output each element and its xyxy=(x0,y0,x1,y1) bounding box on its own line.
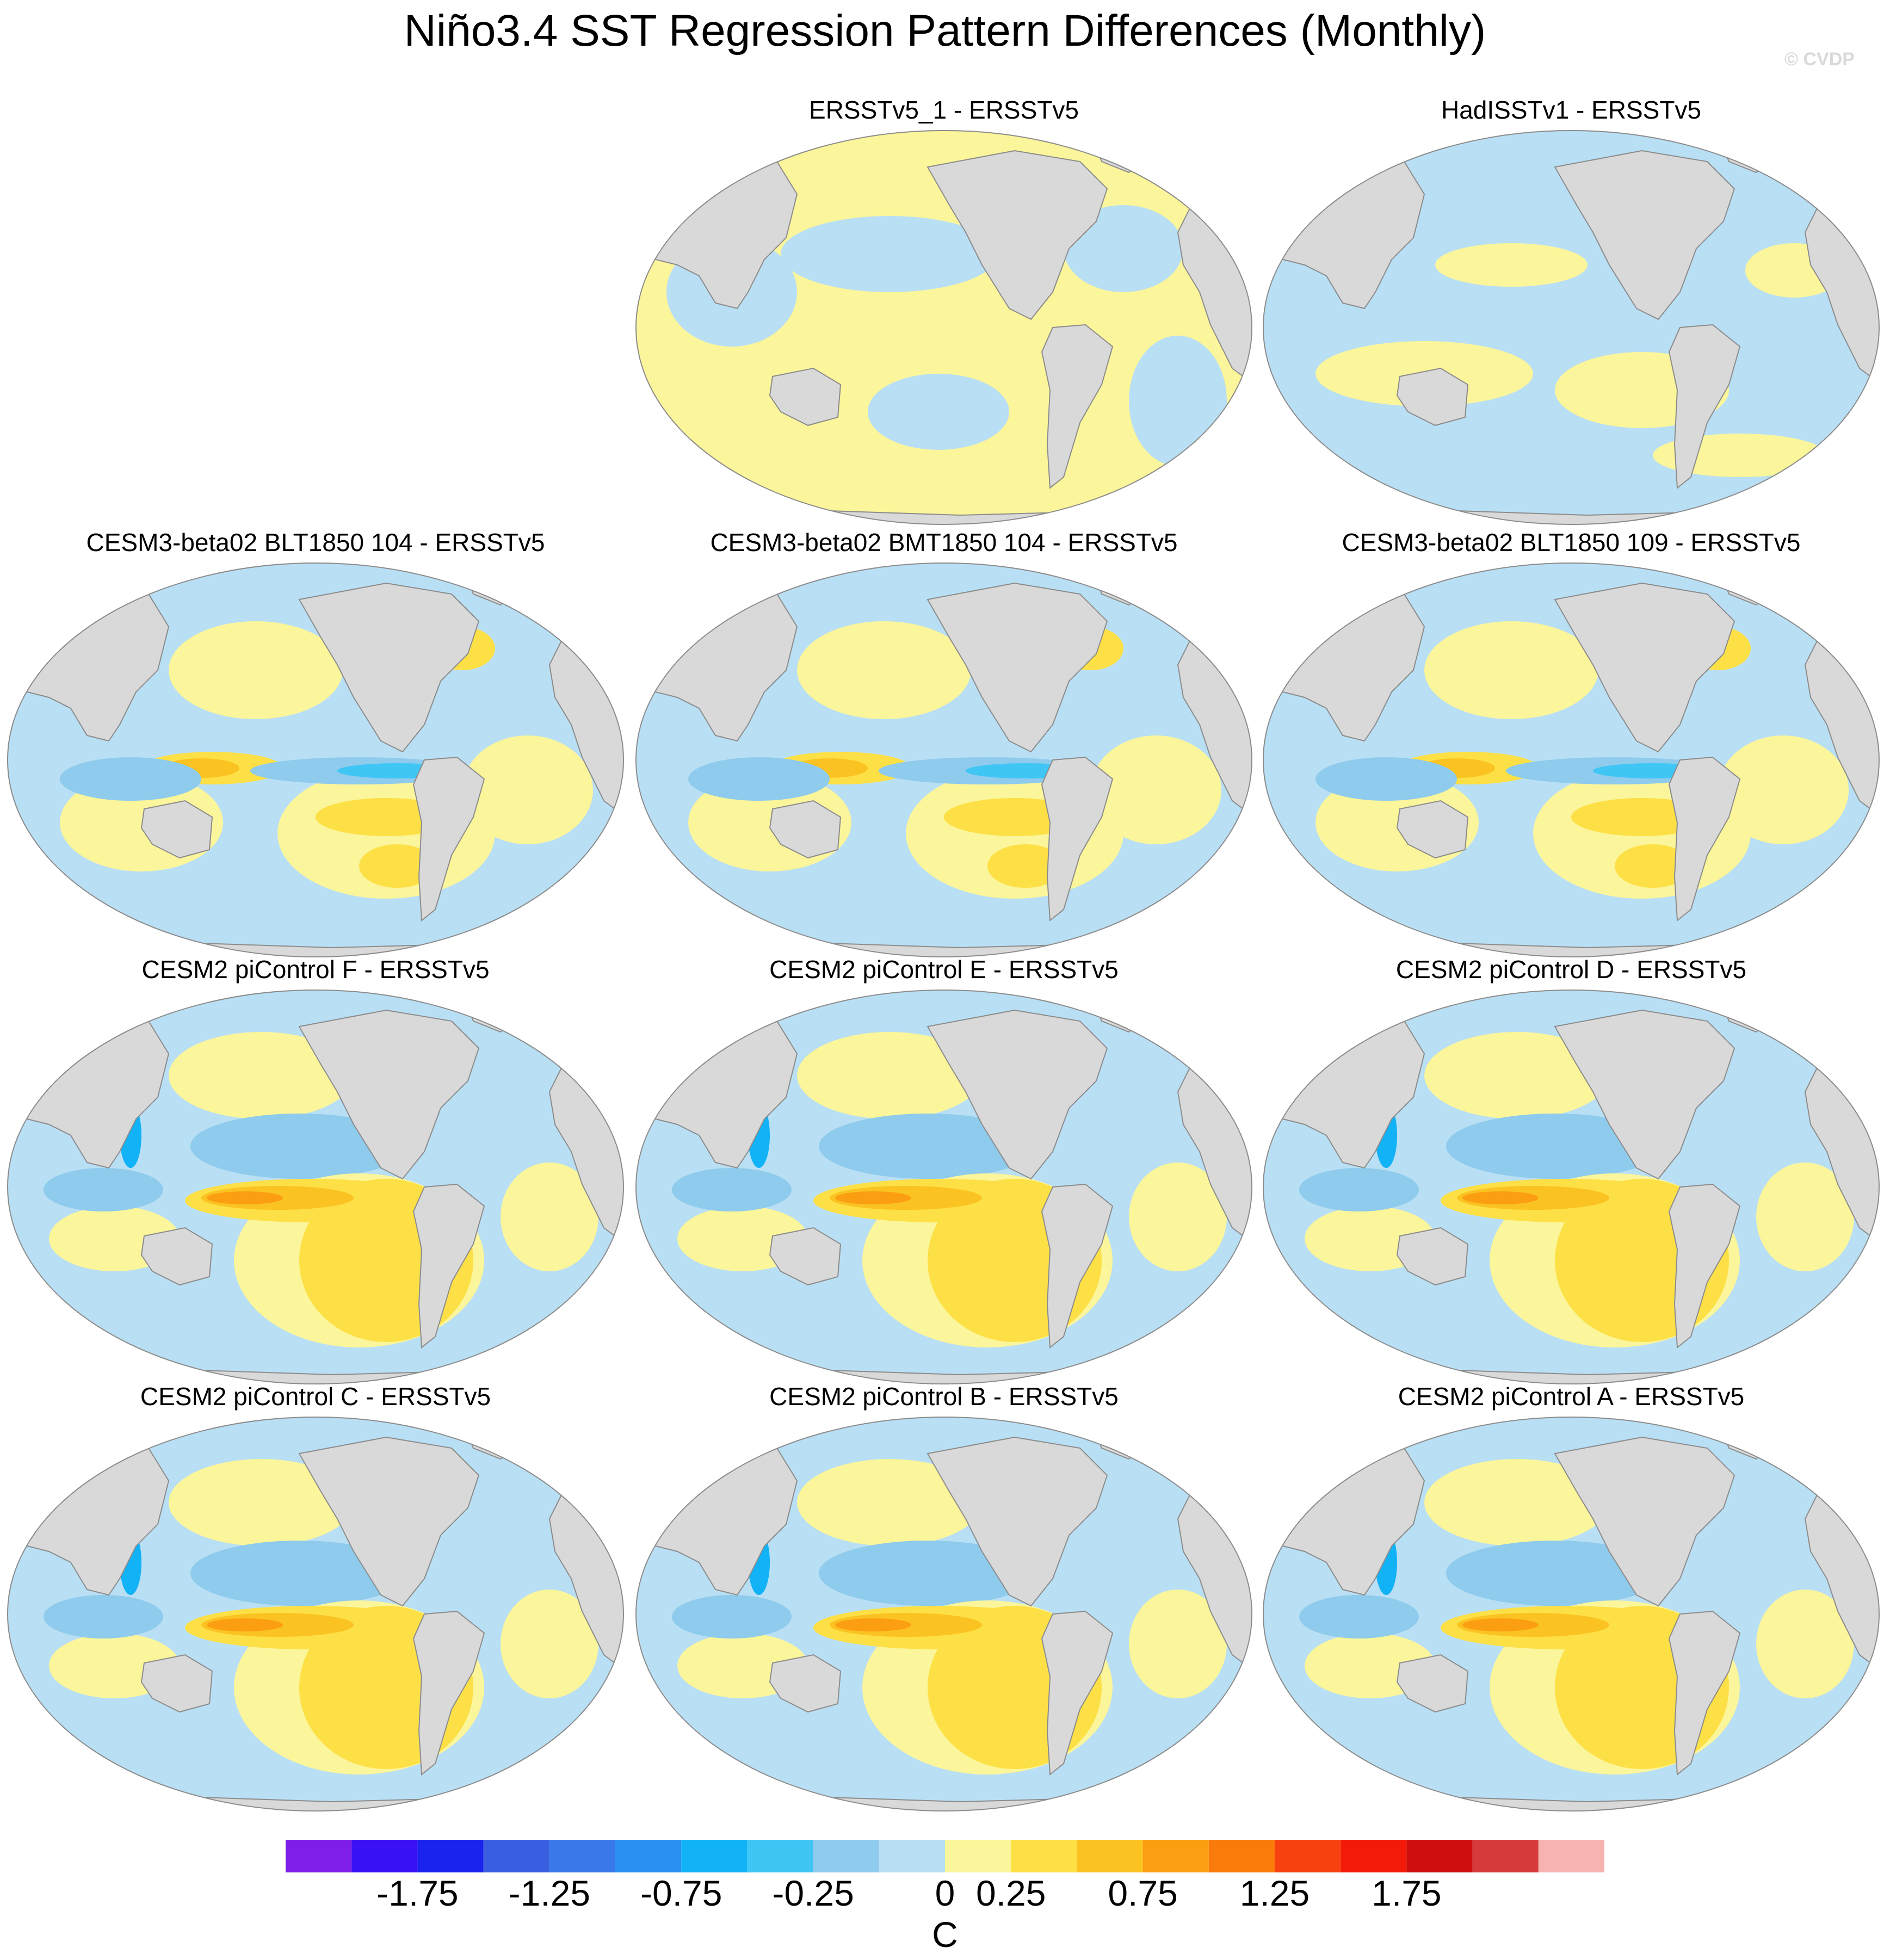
panel-title: CESM2 piControl A - ERSSTv5 xyxy=(1398,1382,1745,1411)
map-panel: CESM2 piControl E - ERSSTv5 xyxy=(634,955,1254,1384)
map-panel: ERSSTv5_1 - ERSSTv5 xyxy=(634,95,1254,525)
colorbar-tick-label: 0 xyxy=(935,1873,955,1913)
colorbar-swatch xyxy=(1406,1840,1473,1872)
colorbar-tick-label: 0.25 xyxy=(975,1873,1046,1913)
colorbar-swatch xyxy=(417,1840,484,1872)
colorbar-tick-label: 1.25 xyxy=(1239,1873,1310,1913)
colorbar-swatch xyxy=(813,1840,879,1872)
world-map xyxy=(1263,1417,1880,1811)
colorbar-swatch xyxy=(1538,1840,1604,1872)
colorbar-tick-label: 1.75 xyxy=(1372,1873,1442,1913)
colorbar-swatch xyxy=(1142,1840,1209,1872)
panel-title: CESM3-beta02 BLT1850 104 - ERSSTv5 xyxy=(86,528,545,557)
colorbar-tick-label: -1.75 xyxy=(376,1873,459,1913)
map-panel: CESM2 piControl D - ERSSTv5 xyxy=(1261,955,1881,1384)
colorbar-swatch xyxy=(1011,1840,1077,1872)
world-map xyxy=(635,130,1252,525)
colorbar-swatch xyxy=(945,1840,1011,1872)
map-panel: CESM3-beta02 BMT1850 104 - ERSSTv5 xyxy=(634,528,1254,957)
colorbar-swatches xyxy=(286,1840,1604,1872)
panel-title: CESM2 piControl D - ERSSTv5 xyxy=(1395,955,1747,984)
world-map xyxy=(635,1417,1252,1811)
colorbar-swatch xyxy=(483,1840,549,1872)
colorbar-tick-label: 0.75 xyxy=(1108,1873,1178,1913)
map-panel: CESM2 piControl A - ERSSTv5 xyxy=(1261,1382,1881,1811)
world-map xyxy=(7,1417,624,1811)
panel-title: CESM2 piControl F - ERSSTv5 xyxy=(141,955,490,984)
colorbar-swatch xyxy=(1208,1840,1275,1872)
map-panel: CESM3-beta02 BLT1850 104 - ERSSTv5 xyxy=(5,528,626,957)
colorbar-tick-label: -0.25 xyxy=(772,1873,854,1913)
world-map xyxy=(7,990,624,1384)
map-panel: HadISSTv1 - ERSSTv5 xyxy=(1261,95,1881,525)
colorbar-swatch xyxy=(1077,1840,1143,1872)
colorbar-swatch xyxy=(879,1840,945,1872)
colorbar-swatch xyxy=(351,1840,418,1872)
colorbar-swatch xyxy=(1472,1840,1539,1872)
copyright-watermark: © CVDP xyxy=(1784,49,1855,70)
colorbar-swatch xyxy=(1341,1840,1407,1872)
map-panel: CESM3-beta02 BLT1850 109 - ERSSTv5 xyxy=(1261,528,1881,957)
colorbar-units: C xyxy=(932,1914,958,1955)
world-map xyxy=(635,990,1252,1384)
colorbar-swatch xyxy=(286,1840,352,1872)
panel-title: ERSSTv5_1 - ERSSTv5 xyxy=(809,96,1079,124)
panel-title: CESM2 piControl C - ERSSTv5 xyxy=(140,1382,491,1411)
colorbar xyxy=(286,1840,1604,1875)
colorbar-swatch xyxy=(747,1840,813,1872)
panel-title: CESM3-beta02 BLT1850 109 - ERSSTv5 xyxy=(1342,528,1801,557)
world-map xyxy=(7,562,624,957)
figure-title: Niño3.4 SST Regression Pattern Differenc… xyxy=(404,6,1486,55)
colorbar-swatch xyxy=(615,1840,682,1872)
panel-title: CESM3-beta02 BMT1850 104 - ERSSTv5 xyxy=(710,528,1178,557)
world-map xyxy=(1263,562,1880,957)
panel-title: CESM2 piControl B - ERSSTv5 xyxy=(769,1382,1119,1411)
world-map xyxy=(1263,130,1880,525)
colorbar-tick-label: -1.25 xyxy=(508,1873,591,1913)
colorbar-swatch xyxy=(549,1840,615,1872)
map-panel: CESM2 piControl C - ERSSTv5 xyxy=(5,1382,626,1811)
map-panel: CESM2 piControl B - ERSSTv5 xyxy=(634,1382,1254,1811)
world-map xyxy=(635,562,1252,957)
colorbar-swatch xyxy=(681,1840,748,1872)
colorbar-swatch xyxy=(1275,1840,1341,1872)
world-map xyxy=(1263,990,1880,1384)
map-panel: CESM2 piControl F - ERSSTv5 xyxy=(5,955,626,1384)
colorbar-tick-label: -0.75 xyxy=(640,1873,722,1913)
panel-title: HadISSTv1 - ERSSTv5 xyxy=(1441,96,1702,124)
panel-title: CESM2 piControl E - ERSSTv5 xyxy=(769,955,1119,984)
